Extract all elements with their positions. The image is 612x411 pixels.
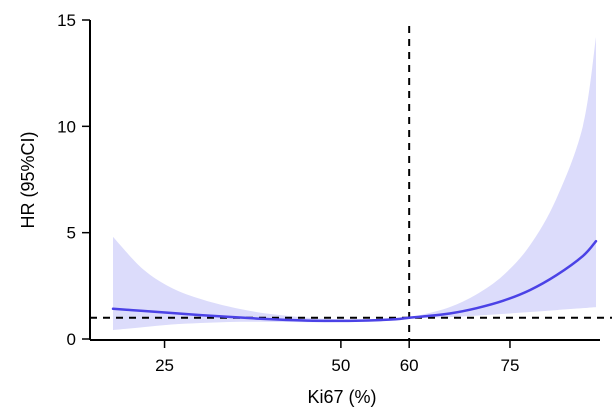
series-layer xyxy=(111,239,598,323)
band-layer xyxy=(113,37,596,331)
x-tick-label: 60 xyxy=(400,356,419,375)
y-tick-label: 5 xyxy=(67,224,76,243)
x-tick-label: 50 xyxy=(331,356,350,375)
x-axis-title: Ki67 (%) xyxy=(307,387,376,407)
y-tick-label: 10 xyxy=(57,117,76,136)
hr-curve-0 xyxy=(111,239,598,323)
reference-lines xyxy=(90,26,612,340)
confidence-band-0 xyxy=(113,37,596,331)
y-tick-label: 0 xyxy=(67,330,76,349)
y-axis-title: HR (95%CI) xyxy=(18,131,38,228)
axes: 0 5 10 15 25 50 60 75 xyxy=(57,11,600,375)
x-tick-label: 25 xyxy=(155,356,174,375)
x-tick-label: 75 xyxy=(501,356,520,375)
y-tick-label: 15 xyxy=(57,11,76,30)
